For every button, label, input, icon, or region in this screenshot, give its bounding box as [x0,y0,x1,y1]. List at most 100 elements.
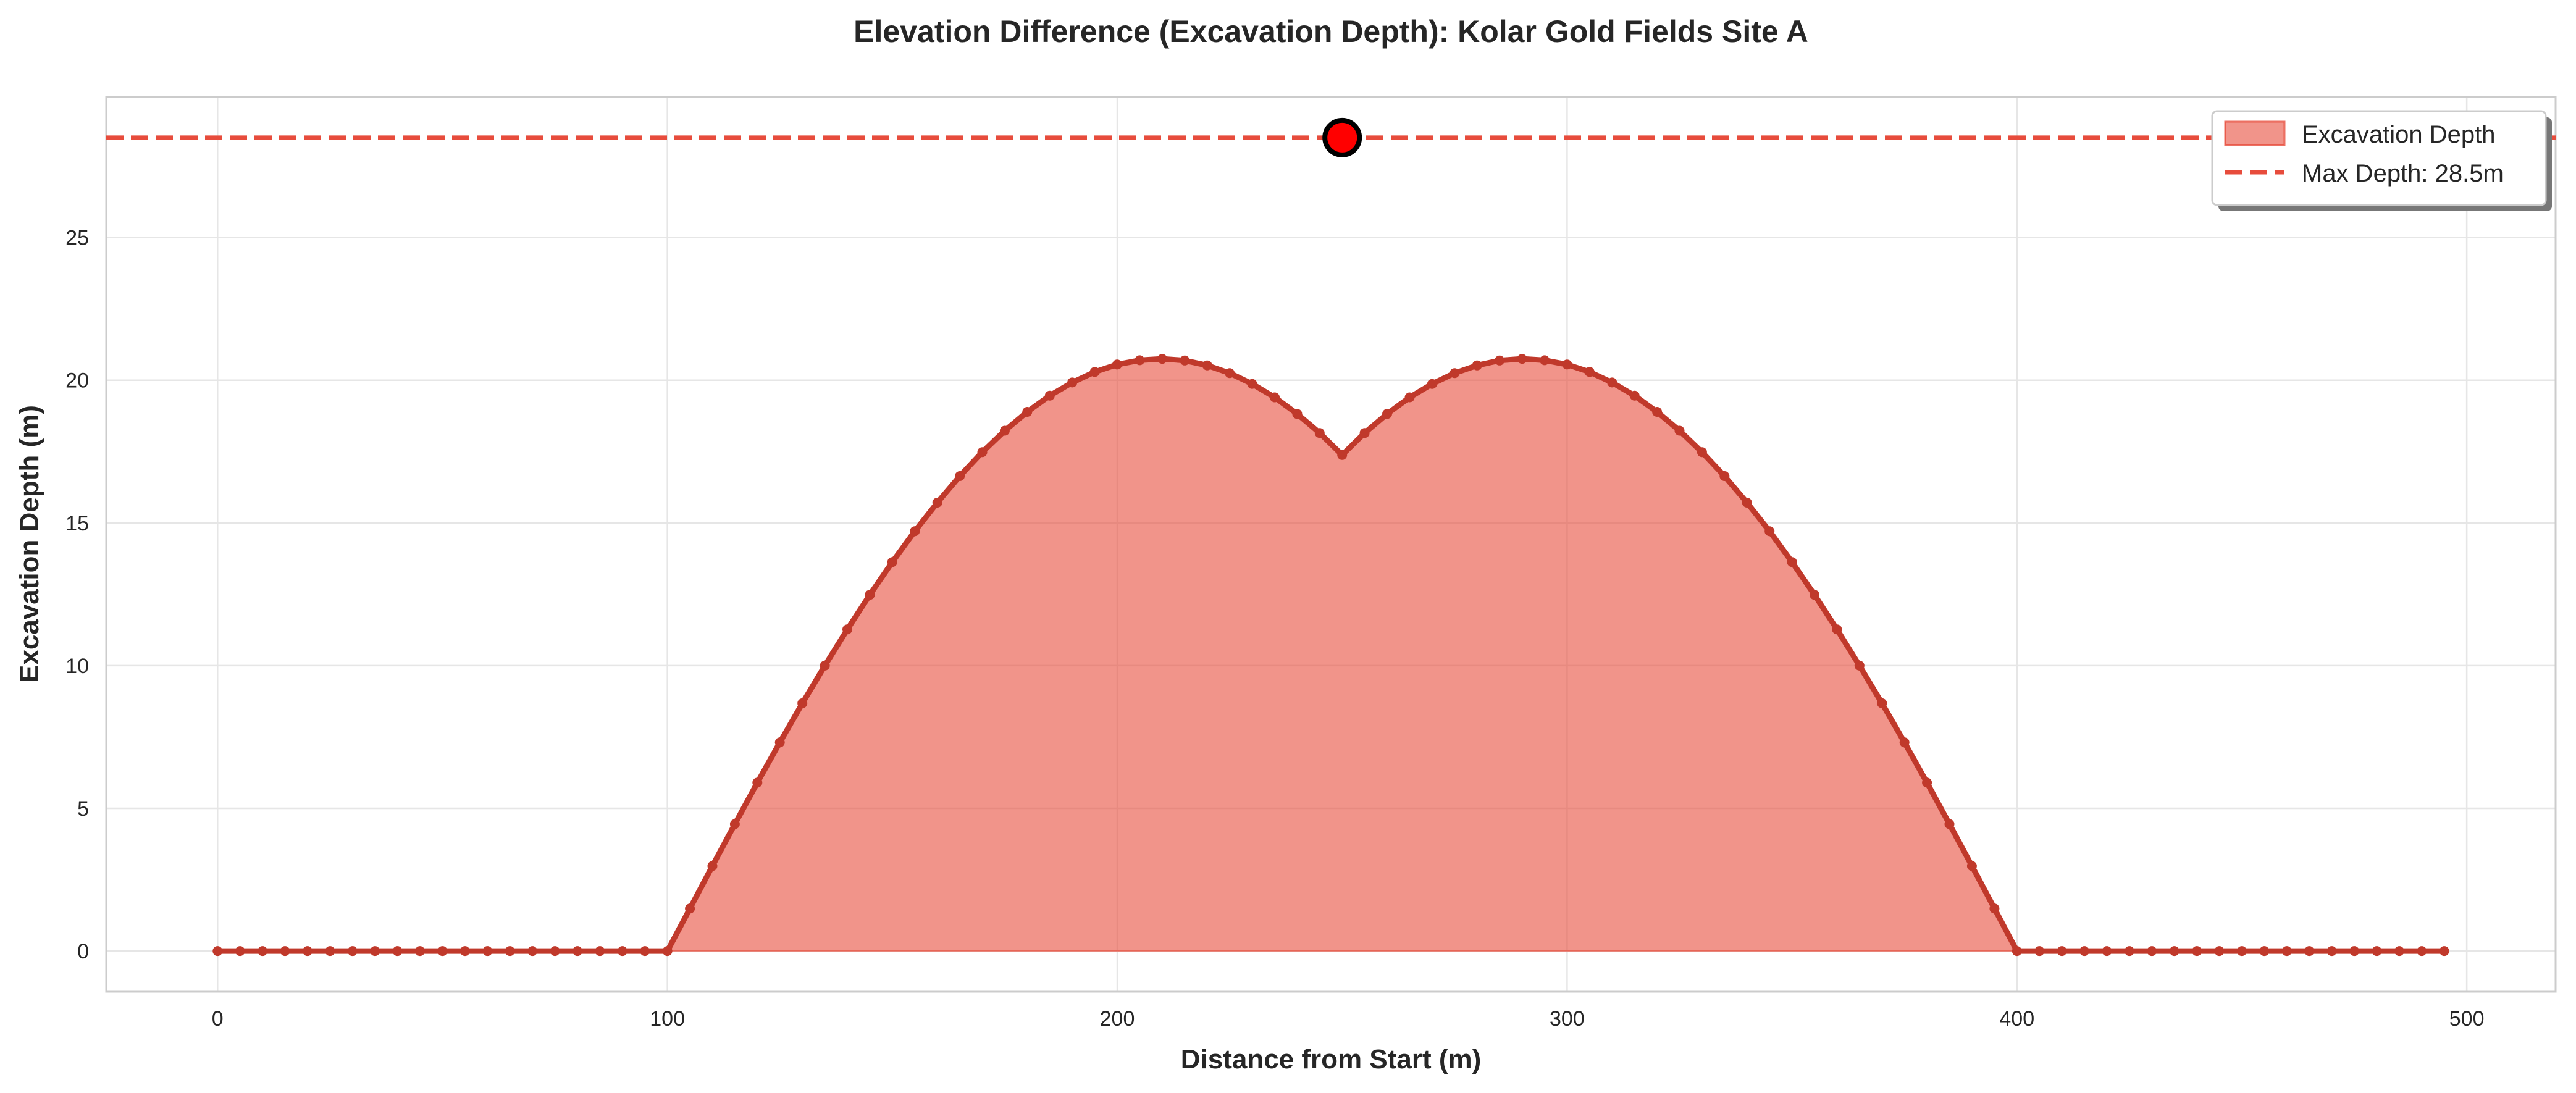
y-axis-title: Excavation Depth (m) [14,405,44,683]
data-point [505,946,515,957]
data-point [2349,946,2360,957]
data-point [415,946,425,957]
data-point [1652,407,1663,417]
data-point [1044,390,1055,401]
data-point [617,946,627,957]
data-point [1359,428,1370,438]
legend: Excavation Depth Max Depth: 28.5m [2211,110,2552,211]
data-point [2169,946,2180,957]
data-point [1719,471,1730,481]
data-point [932,498,942,508]
data-point [1292,409,1303,419]
data-point [1944,819,1955,829]
data-point [2214,946,2225,957]
data-point [2394,946,2404,957]
data-point [2439,946,2449,957]
data-point [2124,946,2134,957]
data-point [1180,355,1190,366]
data-point [1742,498,1752,508]
data-point [955,471,965,481]
data-point [887,557,897,567]
series-line [217,356,2444,954]
max-depth-marker [1322,117,1362,157]
data-point [1157,354,1167,364]
data-point [1450,368,1460,379]
data-point [280,946,290,957]
data-point [1427,379,1437,389]
data-point [1922,777,1932,788]
data-point [1899,737,1910,748]
y-tick-label: 5 [77,797,89,821]
data-point [482,946,493,957]
data-point [1540,355,1550,366]
data-point [2034,946,2045,957]
data-point [258,946,268,957]
data-point [2237,946,2247,957]
data-point [437,946,448,957]
data-point [797,698,808,708]
data-point [2012,946,2022,957]
data-point [235,946,245,957]
legend-box [2211,110,2547,206]
x-tick-label: 300 [1550,1007,1585,1031]
data-point [573,946,582,957]
data-point [1697,447,1707,458]
data-point [1787,557,1797,567]
x-tick-label: 500 [2449,1007,2485,1031]
legend-label-excavation: Excavation Depth [2302,121,2496,148]
data-point [2259,946,2270,957]
data-point [1112,359,1122,370]
chart-title: Elevation Difference (Excavation Depth):… [854,14,1808,49]
y-tick-label: 15 [65,512,89,535]
series-layer [106,117,2556,957]
data-point [774,737,785,748]
data-point [1629,390,1640,401]
data-point [2102,946,2112,957]
plot-frame [105,96,2557,993]
y-tick-label: 0 [77,940,89,963]
data-point [1270,392,1280,403]
data-point [2372,946,2382,957]
data-point [1314,428,1325,438]
data-point [1135,355,1145,366]
series-points [212,354,2449,957]
data-point [2079,946,2089,957]
y-tick-label: 10 [65,655,89,678]
data-point [820,660,830,671]
x-tick-label: 200 [1100,1007,1135,1031]
data-point [1517,354,1527,364]
data-point [1067,377,1078,388]
data-point [977,447,988,458]
data-point [2147,946,2157,957]
data-point [685,903,695,914]
data-point [999,425,1010,436]
data-point [2057,946,2067,957]
data-point [370,946,380,957]
data-point [2192,946,2202,957]
data-point [640,946,650,957]
data-point [752,777,763,788]
data-point [325,946,335,957]
data-point [1247,379,1257,389]
data-point [527,946,538,957]
data-point [212,946,223,957]
data-point [2304,946,2315,957]
data-point [1495,355,1505,366]
data-point [1607,377,1617,388]
data-point [1089,367,1100,377]
data-point [1764,526,1775,537]
data-point [842,624,852,635]
x-axis-title: Distance from Start (m) [1181,1044,1482,1074]
data-point [459,946,470,957]
data-point [392,946,403,957]
data-point [707,861,718,871]
data-point [550,946,560,957]
y-tick-label: 25 [65,227,89,250]
data-point [1562,359,1572,370]
data-point [1472,360,1482,371]
x-tick-label: 400 [1999,1007,2034,1031]
data-point [2281,946,2292,957]
data-point [1584,367,1595,377]
data-point [2417,946,2427,957]
